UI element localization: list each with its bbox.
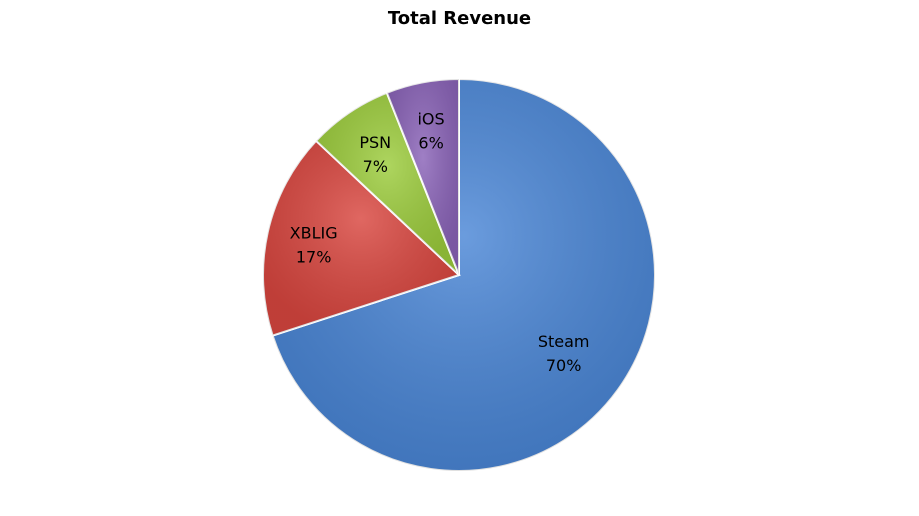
pie-slices bbox=[262, 77, 656, 472]
slice-value-psn: 7% bbox=[363, 157, 388, 176]
pie-slice-shade-xblig bbox=[263, 140, 459, 336]
chart-title: Total Revenue bbox=[387, 8, 532, 29]
slice-label-ios: iOS bbox=[417, 110, 444, 129]
pie-labels: Steam 70% XBLIG 17% PSN 7% iOS 6% bbox=[290, 110, 590, 375]
slice-label-steam: Steam bbox=[538, 332, 590, 351]
slice-value-steam: 70% bbox=[546, 356, 582, 375]
slice-value-xblig: 17% bbox=[296, 248, 332, 267]
pie-slice-shade-psn bbox=[316, 92, 459, 275]
pie-slice-shade-ios bbox=[386, 79, 459, 275]
pie-slice-shade-steam bbox=[272, 79, 655, 471]
slice-label-xblig: XBLIG bbox=[290, 224, 338, 243]
slice-value-ios: 6% bbox=[418, 134, 443, 153]
slice-label-psn: PSN bbox=[359, 133, 391, 152]
